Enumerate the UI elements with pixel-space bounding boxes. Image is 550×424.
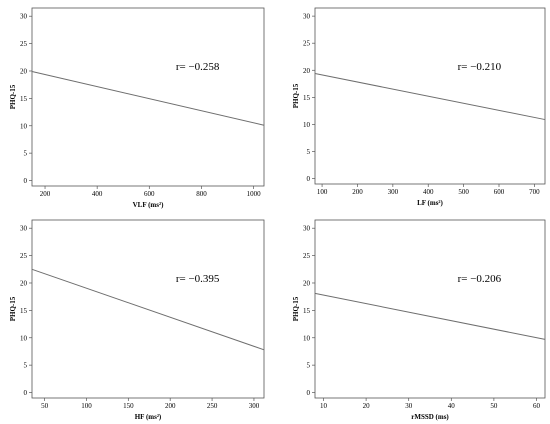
chart-panel-4: 10 20 30 40 50 60 0 5 10 15 20 25 30 rMSSD (ms) PHQ-15… bbox=[292, 219, 546, 421]
y-tick-label: 5 bbox=[24, 150, 28, 158]
y-tick-label: 25 bbox=[20, 252, 28, 260]
x-tick-label: 300 bbox=[249, 402, 260, 410]
y-tick-label: 0 bbox=[24, 389, 28, 397]
y-tick-label: 0 bbox=[307, 389, 311, 397]
y-tick-label: 10 bbox=[20, 122, 28, 130]
regression-line bbox=[31, 268, 265, 351]
chart-panel-3: 50 100 150 200 250 300 0 5 10 15 20 25 30 HF (ms²) PHQ… bbox=[9, 219, 265, 421]
y-tick-label: 15 bbox=[20, 307, 28, 315]
plot-frame bbox=[314, 7, 546, 185]
y-tick-label: 20 bbox=[20, 279, 28, 287]
correlation-annotation: r= −0.395 bbox=[176, 273, 220, 285]
plot-frame bbox=[314, 219, 546, 399]
y-tick-label: 20 bbox=[20, 67, 28, 75]
y-tick-label: 30 bbox=[303, 13, 311, 21]
x-tick-label: 600 bbox=[494, 188, 505, 196]
x-tick-label: 50 bbox=[41, 402, 49, 410]
x-tick-label: 30 bbox=[405, 402, 413, 410]
x-axis-label: HF (ms²) bbox=[135, 413, 162, 421]
x-tick-label: 600 bbox=[144, 190, 155, 198]
x-tick-label: 100 bbox=[317, 188, 328, 196]
y-tick-label: 15 bbox=[303, 307, 311, 315]
y-tick-label: 30 bbox=[20, 13, 28, 21]
y-tick-label: 30 bbox=[303, 225, 311, 233]
chart-panel-1: 200 400 600 800 1000 0 5 10 15 20 25 30 VLF (ms²) PHQ… bbox=[9, 7, 265, 209]
y-tick-label: 5 bbox=[307, 148, 311, 156]
y-tick-label: 10 bbox=[20, 334, 28, 342]
y-tick-label: 0 bbox=[24, 177, 28, 185]
y-tick-label: 20 bbox=[303, 279, 311, 287]
x-tick-label: 500 bbox=[458, 188, 469, 196]
x-tick-label: 1000 bbox=[247, 190, 262, 198]
x-tick-label: 800 bbox=[196, 190, 207, 198]
y-tick-label: 5 bbox=[307, 362, 311, 370]
x-axis-label: VLF (ms²) bbox=[133, 201, 164, 209]
regression-line bbox=[31, 71, 265, 126]
y-tick-label: 15 bbox=[20, 95, 28, 103]
x-axis-label: LF (ms²) bbox=[417, 199, 443, 207]
chart-panel-2: 100 200 300 400 500 600 700 0 5 10 15 20 25 30 LF (ms²… bbox=[292, 7, 546, 207]
y-tick-label: 25 bbox=[303, 40, 311, 48]
x-tick-label: 60 bbox=[533, 402, 541, 410]
y-tick-label: 30 bbox=[20, 225, 28, 233]
x-tick-label: 40 bbox=[448, 402, 456, 410]
x-tick-label: 400 bbox=[92, 190, 103, 198]
x-tick-label: 700 bbox=[529, 188, 540, 196]
x-tick-label: 200 bbox=[40, 190, 51, 198]
y-tick-label: 15 bbox=[303, 94, 311, 102]
correlation-annotation: r= −0.206 bbox=[458, 273, 502, 285]
regression-line bbox=[314, 292, 546, 340]
plot-frame bbox=[31, 219, 265, 399]
y-tick-label: 10 bbox=[303, 334, 311, 342]
y-axis-label: PHQ-15 bbox=[9, 84, 17, 109]
plot-frame bbox=[31, 7, 265, 187]
x-tick-label: 300 bbox=[388, 188, 399, 196]
y-axis-label: PHQ-15 bbox=[9, 296, 17, 321]
x-tick-label: 200 bbox=[352, 188, 363, 196]
correlation-annotation: r= −0.258 bbox=[176, 61, 220, 73]
x-axis-label: rMSSD (ms) bbox=[411, 413, 449, 421]
y-tick-label: 20 bbox=[303, 67, 311, 75]
x-tick-label: 10 bbox=[320, 402, 328, 410]
x-tick-label: 250 bbox=[207, 402, 218, 410]
x-tick-label: 50 bbox=[490, 402, 498, 410]
x-tick-label: 100 bbox=[81, 402, 92, 410]
y-axis-label: PHQ-15 bbox=[292, 296, 300, 321]
y-tick-label: 25 bbox=[20, 40, 28, 48]
y-tick-label: 25 bbox=[303, 252, 311, 260]
y-tick-label: 10 bbox=[303, 121, 311, 129]
correlation-annotation: r= −0.210 bbox=[458, 61, 502, 73]
y-tick-label: 0 bbox=[307, 175, 311, 183]
x-tick-label: 20 bbox=[363, 402, 371, 410]
y-tick-label: 5 bbox=[24, 362, 28, 370]
x-tick-label: 150 bbox=[123, 402, 134, 410]
regression-line bbox=[314, 73, 546, 121]
y-axis-label: PHQ-15 bbox=[292, 83, 300, 108]
x-tick-label: 200 bbox=[165, 402, 176, 410]
x-tick-label: 400 bbox=[423, 188, 434, 196]
